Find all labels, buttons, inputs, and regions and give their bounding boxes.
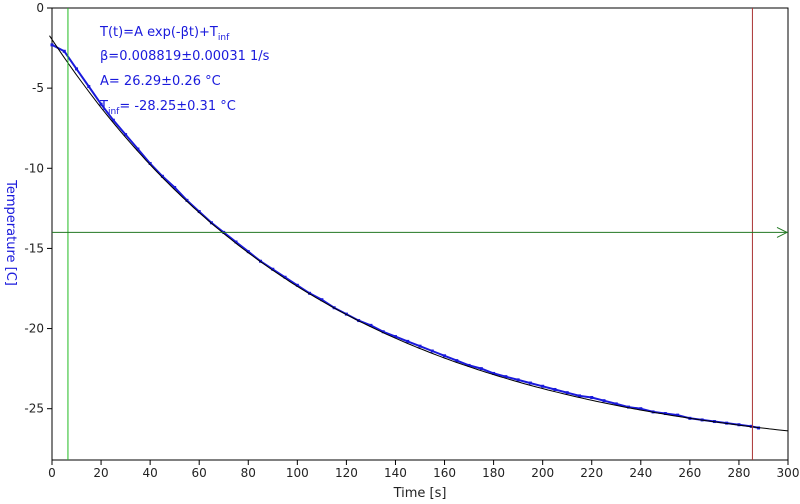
fit-formula: T(t)=A exp(-βt)+Tinf (99, 25, 230, 43)
y-tick-label: -20 (24, 322, 44, 336)
plot-area (51, 7, 789, 461)
x-tick-label: 0 (48, 466, 56, 480)
fit-tinf: Tinf= -28.25±0.31 °C (99, 99, 236, 117)
x-tick-label: 220 (580, 466, 603, 480)
fit-annotation: T(t)=A exp(-βt)+Tinf β=0.008819±0.00031 … (99, 25, 270, 117)
fit-tinf-sub: inf (108, 107, 120, 117)
fit-tinf-value: = -28.25±0.31 °C (119, 99, 235, 114)
fit-tinf-prefix: T (99, 99, 108, 114)
x-tick-label: 200 (531, 466, 554, 480)
fit-formula-sub: inf (218, 33, 230, 43)
x-tick-label: 140 (384, 466, 407, 480)
y-tick-label: -25 (24, 402, 44, 416)
arrow-right-icon (776, 226, 789, 238)
fit-beta: β=0.008819±0.00031 1/s (100, 49, 270, 64)
y-tick-label: -5 (32, 81, 44, 95)
y-axis-title: Temperature [C] (3, 179, 18, 286)
x-tick-label: 180 (482, 466, 505, 480)
x-axis-ticks: 0 20 40 60 80 100 120 140 160 180 200 220 240 260 280 3… (48, 460, 799, 480)
fit-curve (49, 35, 789, 432)
measured-trace (51, 44, 759, 429)
data-point (50, 43, 54, 47)
y-axis-ticks: 0 -5 -10 -15 -20 -25 (24, 1, 52, 416)
x-tick-label: 300 (777, 466, 800, 480)
x-tick-label: 120 (335, 466, 358, 480)
y-tick-label: -15 (24, 241, 44, 255)
x-axis-title: Time [s] (393, 486, 447, 501)
x-tick-label: 80 (241, 466, 256, 480)
x-tick-label: 260 (678, 466, 701, 480)
x-tick-label: 60 (192, 466, 207, 480)
fit-amplitude: A= 26.29±0.26 °C (100, 74, 221, 89)
x-tick-label: 20 (93, 466, 108, 480)
x-tick-label: 280 (727, 466, 750, 480)
y-tick-label: 0 (36, 1, 44, 15)
fit-formula-main: T(t)=A exp(-βt)+T (99, 25, 218, 40)
x-tick-label: 100 (286, 466, 309, 480)
x-tick-label: 160 (433, 466, 456, 480)
y-tick-label: -10 (24, 161, 44, 175)
x-tick-label: 40 (142, 466, 157, 480)
x-tick-label: 240 (629, 466, 652, 480)
